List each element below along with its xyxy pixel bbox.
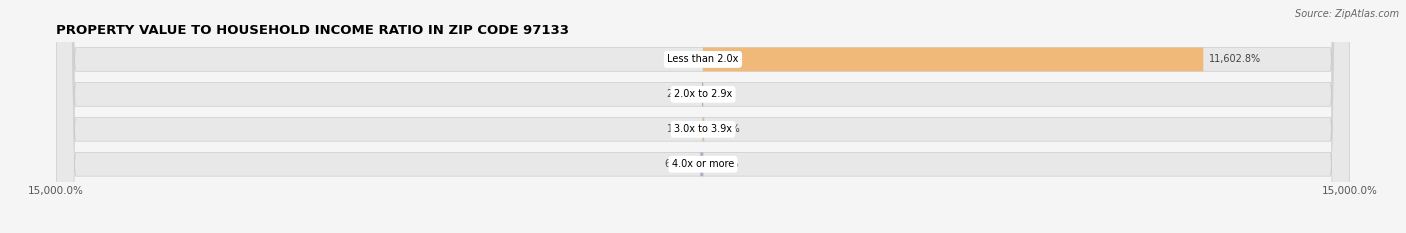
Text: 3.0%: 3.0% [673, 55, 697, 64]
Text: 4.0x or more: 4.0x or more [672, 159, 734, 169]
Text: 12.1%: 12.1% [709, 159, 740, 169]
Text: PROPERTY VALUE TO HOUSEHOLD INCOME RATIO IN ZIP CODE 97133: PROPERTY VALUE TO HOUSEHOLD INCOME RATIO… [56, 24, 569, 37]
FancyBboxPatch shape [703, 48, 1204, 71]
Text: 10.3%: 10.3% [666, 124, 697, 134]
Legend: Without Mortgage, With Mortgage: Without Mortgage, With Mortgage [592, 231, 814, 233]
FancyBboxPatch shape [56, 0, 1350, 233]
FancyBboxPatch shape [56, 0, 1350, 233]
Text: 8.6%: 8.6% [709, 89, 733, 99]
FancyBboxPatch shape [700, 152, 703, 176]
Text: 22.7%: 22.7% [666, 89, 697, 99]
Text: 29.2%: 29.2% [710, 124, 740, 134]
Text: Less than 2.0x: Less than 2.0x [668, 55, 738, 64]
Text: Source: ZipAtlas.com: Source: ZipAtlas.com [1295, 9, 1399, 19]
FancyBboxPatch shape [56, 0, 1350, 233]
Text: 62.6%: 62.6% [665, 159, 695, 169]
Text: 2.0x to 2.9x: 2.0x to 2.9x [673, 89, 733, 99]
Text: 3.0x to 3.9x: 3.0x to 3.9x [673, 124, 733, 134]
Text: 11,602.8%: 11,602.8% [1208, 55, 1261, 64]
FancyBboxPatch shape [56, 0, 1350, 233]
